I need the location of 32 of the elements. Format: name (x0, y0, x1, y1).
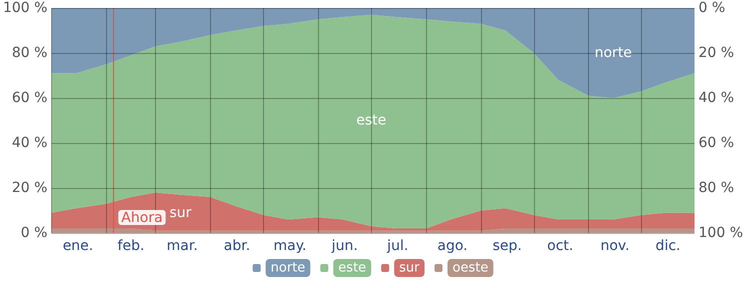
x-tick-label: may. (273, 238, 306, 254)
x-tick-label: feb. (118, 238, 144, 254)
text: norte (594, 45, 632, 61)
y2-tick-label: 0 % (698, 0, 726, 16)
x-tick-label: jul. (386, 238, 408, 254)
legend-label: este (338, 260, 366, 276)
x-tick-label: ene. (62, 238, 94, 254)
legend-label: norte (270, 260, 306, 276)
x-tick-label: ago. (437, 238, 468, 254)
x-tick-label: nov. (600, 238, 630, 254)
text: sur (169, 204, 192, 221)
y2-tick-label: 20 % (698, 45, 734, 61)
y2-tick-label: 40 % (698, 90, 734, 106)
y-tick-label: 0 % (20, 225, 48, 241)
y2-tick-label: 80 % (698, 180, 734, 196)
y-tick-label: 100 % (2, 0, 48, 16)
y2-tick-label: 60 % (698, 135, 734, 151)
ref-line-label: Ahora (121, 210, 163, 226)
x-tick-label: abr. (224, 238, 250, 254)
y2-tick-label: 100 % (698, 225, 744, 241)
x-tick-label: jun. (330, 238, 358, 254)
y-tick-label: 80 % (12, 45, 48, 61)
x-tick-label: mar. (166, 238, 198, 254)
y-tick-label: 60 % (12, 90, 48, 106)
x-tick-label: dic. (656, 238, 680, 254)
legend-label: oeste (452, 260, 488, 276)
x-tick-label: sep. (492, 238, 522, 254)
x-tick-label: oct. (547, 238, 574, 254)
legend-label: sur (399, 260, 420, 276)
y-tick-label: 40 % (12, 135, 48, 151)
text: este (356, 112, 386, 128)
y-tick-label: 20 % (12, 180, 48, 196)
